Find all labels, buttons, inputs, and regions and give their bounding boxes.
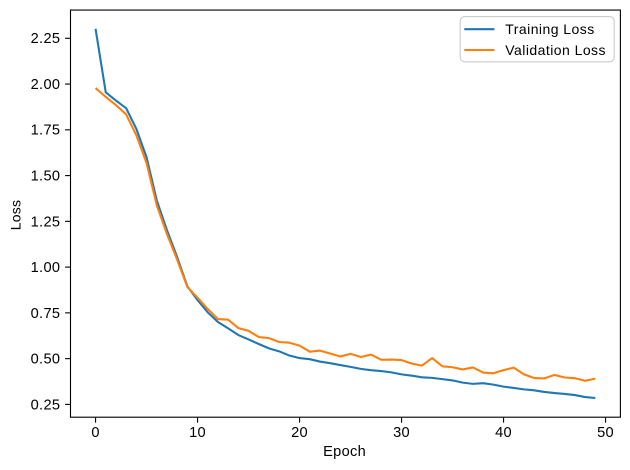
svg-text:1.25: 1.25 (31, 214, 61, 230)
svg-text:30: 30 (393, 425, 410, 441)
svg-text:Training Loss: Training Loss (505, 21, 594, 37)
svg-text:50: 50 (597, 425, 614, 441)
svg-text:20: 20 (291, 425, 308, 441)
svg-text:0: 0 (91, 425, 99, 441)
svg-text:2.00: 2.00 (31, 77, 61, 93)
svg-text:0.75: 0.75 (31, 306, 61, 322)
svg-text:Loss: Loss (8, 200, 24, 230)
svg-text:2.25: 2.25 (31, 31, 61, 47)
svg-text:Epoch: Epoch (323, 444, 366, 460)
svg-text:1.50: 1.50 (31, 168, 61, 184)
svg-text:1.00: 1.00 (31, 260, 61, 276)
svg-text:Validation Loss: Validation Loss (505, 42, 606, 58)
svg-text:0.50: 0.50 (31, 352, 61, 368)
svg-text:10: 10 (189, 425, 206, 441)
svg-text:40: 40 (495, 425, 512, 441)
svg-text:0.25: 0.25 (31, 397, 61, 413)
svg-text:1.75: 1.75 (31, 123, 61, 139)
